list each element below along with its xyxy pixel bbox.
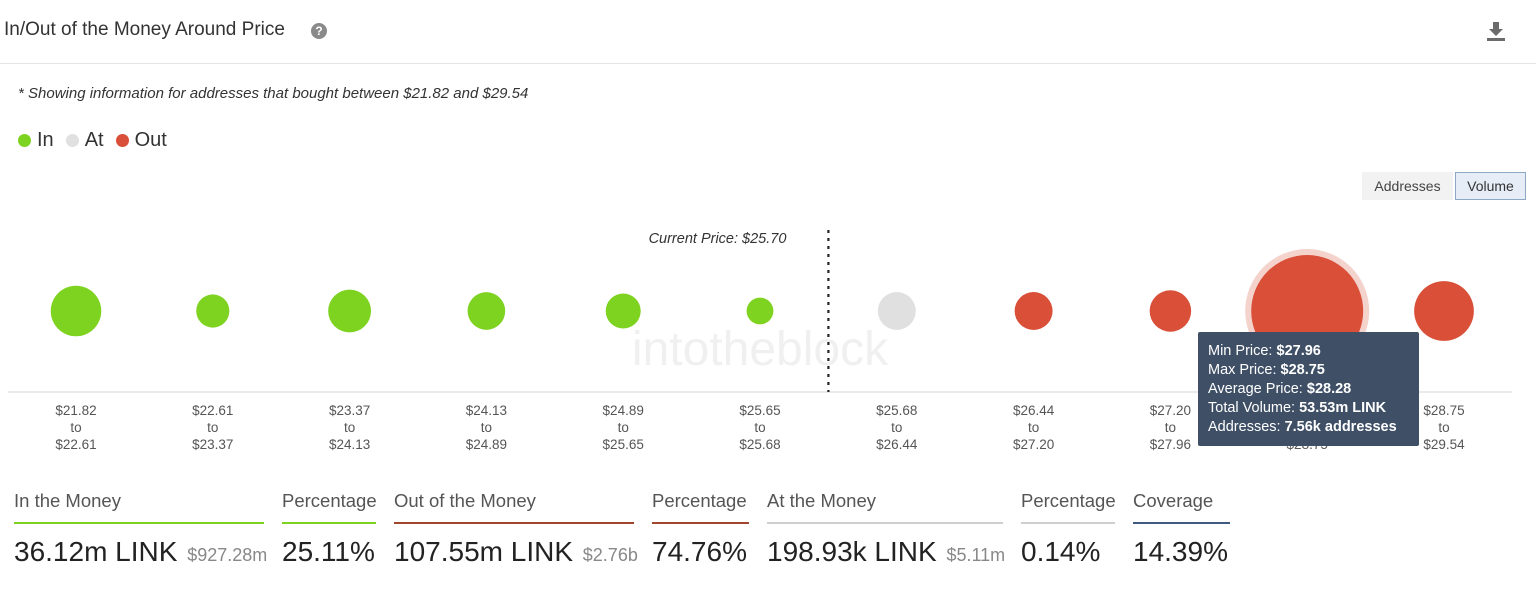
- bin-tick-label: to: [207, 420, 218, 435]
- bubble-tooltip: Min Price: $27.96 Max Price: $28.75 Aver…: [1198, 332, 1419, 446]
- stat-in-percentage: Percentage 25.11%: [282, 490, 377, 568]
- bin-tick-label: $22.61: [192, 403, 233, 418]
- panel-header: In/Out of the Money Around Price ?: [0, 0, 1536, 64]
- bubble-out[interactable]: [1414, 281, 1474, 341]
- stat-value-in-pct: 25.11%: [282, 536, 375, 567]
- range-note: * Showing information for addresses that…: [18, 85, 529, 102]
- legend-label-at: At: [84, 129, 104, 151]
- bubble-at[interactable]: [877, 292, 916, 330]
- tooltip-line-max: Max Price: $28.75: [1208, 362, 1325, 378]
- legend-item-in[interactable]: In: [18, 129, 54, 152]
- stat-label-coverage: Coverage: [1133, 490, 1230, 524]
- bin-tick-label: to: [70, 420, 81, 435]
- bin-tick-label: $24.89: [603, 403, 644, 418]
- bin-tick-label: $22.61: [55, 437, 96, 452]
- stat-value-in: 36.12m LINK $927.28m: [14, 536, 268, 567]
- stat-value-out-pct: 74.76%: [652, 536, 747, 567]
- addresses-toggle-button[interactable]: Addresses: [1362, 172, 1453, 200]
- tooltip-line-volume: Total Volume: 53.53m LINK: [1208, 400, 1387, 416]
- legend-label-in: In: [37, 129, 54, 151]
- legend-item-out[interactable]: Out: [115, 129, 167, 152]
- bin-tick-label: $28.75: [1423, 403, 1464, 418]
- legend-item-at[interactable]: At: [65, 129, 104, 152]
- bin-tick-label: $26.44: [876, 437, 918, 452]
- bin-tick-label: $25.65: [739, 403, 780, 418]
- stat-coverage: Coverage 14.39%: [1133, 490, 1230, 568]
- bin-tick-label: $24.13: [329, 437, 370, 452]
- bin-tick-label: $23.37: [329, 403, 370, 418]
- stat-label-out-pct: Percentage: [652, 490, 749, 524]
- bin-tick-label: $25.68: [876, 403, 917, 418]
- tooltip-line-min: Min Price: $27.96: [1208, 343, 1321, 359]
- bubble-in[interactable]: [50, 285, 102, 337]
- question-circle-icon[interactable]: ?: [311, 23, 327, 39]
- stat-label-in-pct: Percentage: [282, 490, 377, 524]
- bubble-out[interactable]: [1149, 290, 1192, 332]
- stat-label-out: Out of the Money: [394, 490, 634, 524]
- bin-tick-label: $23.37: [192, 437, 233, 452]
- bin-tick-label: $24.89: [466, 437, 507, 452]
- bin-tick-label: $25.68: [739, 437, 780, 452]
- legend-dot-at: [65, 134, 79, 147]
- bin-tick-label: $27.20: [1013, 437, 1054, 452]
- tooltip-line-addresses: Addresses: 7.56k addresses: [1208, 419, 1397, 435]
- bin-tick-label: $27.20: [1150, 403, 1191, 418]
- stat-out-of-the-money: Out of the Money 107.55m LINK $2.76b: [394, 490, 638, 568]
- stat-value-coverage: 14.39%: [1133, 536, 1228, 567]
- bin-tick-label: $26.44: [1013, 403, 1055, 418]
- stat-at-percentage: Percentage 0.14%: [1021, 490, 1116, 568]
- bubble-in[interactable]: [467, 292, 506, 330]
- page-title: In/Out of the Money Around Price: [4, 19, 285, 40]
- bin-tick-label: to: [754, 420, 765, 435]
- legend-dot-out: [115, 134, 129, 147]
- bin-tick-label: $25.65: [603, 437, 644, 452]
- stat-value-at: 198.93k LINK $5.11m: [767, 536, 1006, 567]
- bin-tick-label: $24.13: [466, 403, 507, 418]
- bin-tick-label: to: [344, 420, 355, 435]
- stat-label-at-pct: Percentage: [1021, 490, 1116, 524]
- bubble-in[interactable]: [605, 293, 641, 329]
- legend-dot-in: [18, 134, 31, 147]
- stat-label-in: In the Money: [14, 490, 264, 524]
- legend: In At Out: [18, 129, 179, 152]
- bin-tick-label: $21.82: [55, 403, 96, 418]
- bin-tick-label: $29.54: [1423, 437, 1465, 452]
- bubble-out[interactable]: [1014, 292, 1053, 330]
- download-icon[interactable]: [1484, 19, 1508, 43]
- bubble-in[interactable]: [328, 289, 372, 333]
- legend-label-out: Out: [134, 129, 167, 151]
- stat-in-the-money: In the Money 36.12m LINK $927.28m: [14, 490, 268, 568]
- stat-at-the-money: At the Money 198.93k LINK $5.11m: [767, 490, 1006, 568]
- bin-tick-label: to: [1028, 420, 1039, 435]
- stat-value-out: 107.55m LINK $2.76b: [394, 536, 638, 567]
- bin-tick-label: to: [1165, 420, 1176, 435]
- volume-toggle-button[interactable]: Volume: [1455, 172, 1526, 200]
- current-price-label: Current Price: $25.70: [649, 231, 787, 247]
- bin-tick-label: to: [618, 420, 629, 435]
- bin-tick-label: to: [1438, 420, 1449, 435]
- bin-tick-label: $27.96: [1150, 437, 1191, 452]
- tooltip-line-avg: Average Price: $28.28: [1208, 381, 1352, 397]
- stat-out-percentage: Percentage 74.76%: [652, 490, 749, 568]
- watermark-text: intotheblock: [632, 323, 889, 376]
- bubble-in[interactable]: [746, 297, 774, 325]
- stat-value-at-pct: 0.14%: [1021, 536, 1101, 567]
- bin-tick-label: to: [891, 420, 902, 435]
- bin-tick-label: to: [481, 420, 492, 435]
- stats-row: In the Money 36.12m LINK $927.28m Percen…: [0, 490, 1536, 590]
- stat-label-at: At the Money: [767, 490, 1003, 524]
- bubble-in[interactable]: [196, 294, 230, 328]
